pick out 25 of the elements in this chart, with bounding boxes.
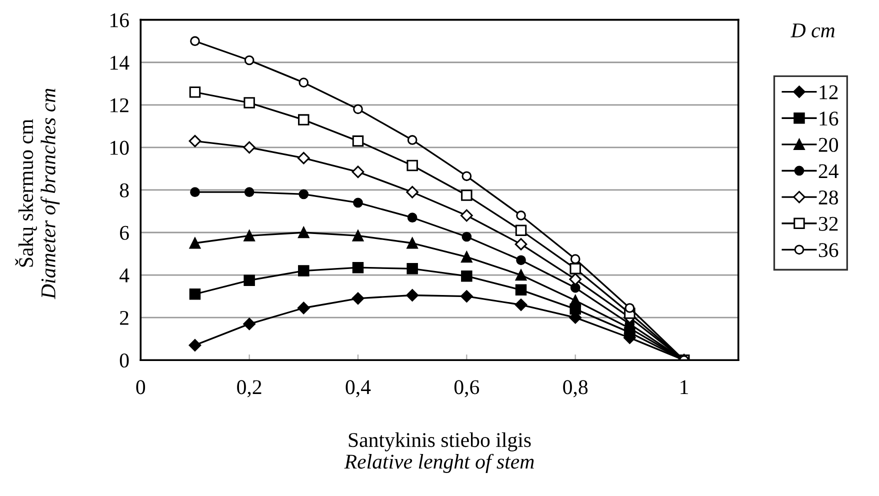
- y-tick-label: 14: [110, 56, 130, 70]
- legend-title: D cm: [790, 24, 834, 38]
- y-tick-label: 12: [110, 98, 128, 112]
- legend-label: 12: [820, 85, 838, 100]
- x-tick-label: 1: [680, 380, 688, 394]
- y-axis-title: Šakų skermuo cm Diameter of branches cm: [15, 88, 60, 300]
- y-tick-label: 16: [110, 13, 129, 28]
- y-tick-label: 6: [120, 226, 129, 240]
- x-tick-label: 0,6: [454, 380, 480, 398]
- y-tick-label: 8: [120, 183, 129, 198]
- legend-label: 32: [818, 216, 838, 231]
- legend-label: 24: [818, 164, 838, 178]
- legend-label: 36: [818, 243, 838, 258]
- legend-label: 16: [820, 112, 838, 126]
- y-tick-label: 2: [120, 310, 128, 325]
- x-tick-label: 0,4: [346, 380, 371, 398]
- y-tick-label: 4: [120, 268, 130, 282]
- legend-label: 28: [818, 190, 838, 205]
- y-tick-label: 10: [110, 140, 129, 155]
- legend-label: 20: [818, 138, 838, 152]
- x-tick-label: 0: [136, 380, 146, 394]
- x-tick-label: 0,8: [563, 380, 588, 398]
- x-tick-label: 0,2: [237, 380, 262, 398]
- x-axis-title: Santykinis stiebo ilgis Relative lenght of stem: [344, 432, 534, 473]
- y-tick-label: 0: [120, 353, 129, 368]
